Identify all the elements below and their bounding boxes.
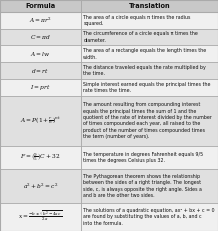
Bar: [81, 79, 218, 96]
Bar: [0, 96, 81, 146]
Bar: [0, 169, 81, 203]
Bar: [81, 62, 218, 79]
Text: $A = \pi r^2$: $A = \pi r^2$: [29, 16, 52, 25]
Bar: [81, 169, 218, 203]
Bar: [0, 0, 81, 12]
Text: The circumference of a circle equals π times the
diameter.: The circumference of a circle equals π t…: [83, 31, 198, 43]
Text: Translation: Translation: [129, 3, 170, 9]
Bar: [0, 12, 81, 29]
Bar: [81, 46, 218, 62]
Text: $d = rt$: $d = rt$: [31, 67, 49, 75]
Text: The temperature in degrees Fahrenheit equals 9/5
times the degrees Celsius plus : The temperature in degrees Fahrenheit eq…: [83, 152, 203, 163]
Text: $A = P\left(1+\frac{r}{n}\right)^{nt}$: $A = P\left(1+\frac{r}{n}\right)^{nt}$: [20, 116, 61, 126]
Text: $F = \left(\frac{9}{5}\right)C + 32$: $F = \left(\frac{9}{5}\right)C + 32$: [20, 152, 60, 163]
Bar: [0, 29, 81, 46]
Text: $I = prt$: $I = prt$: [30, 83, 51, 92]
Bar: [81, 29, 218, 46]
Text: $a^2 + b^2 = c^2$: $a^2 + b^2 = c^2$: [23, 181, 58, 191]
Text: Formula: Formula: [25, 3, 55, 9]
Bar: [0, 203, 81, 231]
Text: $A = lw$: $A = lw$: [30, 50, 51, 58]
Bar: [0, 46, 81, 62]
Text: Simple interest earned equals the principal times the
rate times the time.: Simple interest earned equals the princi…: [83, 82, 211, 93]
Bar: [81, 146, 218, 169]
Text: The amount resulting from compounding interest
equals the principal times the su: The amount resulting from compounding in…: [83, 102, 212, 139]
Bar: [0, 79, 81, 96]
Text: $C = \pi d$: $C = \pi d$: [30, 33, 51, 41]
Text: $x = \frac{-b \pm \sqrt{b^2 - 4ac}}{2a}$: $x = \frac{-b \pm \sqrt{b^2 - 4ac}}{2a}$: [18, 210, 62, 223]
Bar: [81, 203, 218, 231]
Text: The Pythagorean theorem shows the relationship
between the sides of a right tria: The Pythagorean theorem shows the relati…: [83, 174, 202, 198]
Text: The solutions of a quadratic equation, ax² + bx + c = 0
are found by substitutin: The solutions of a quadratic equation, a…: [83, 208, 215, 226]
Bar: [81, 12, 218, 29]
Bar: [81, 96, 218, 146]
Bar: [0, 62, 81, 79]
Bar: [81, 0, 218, 12]
Text: The area of a rectangle equals the length times the
width.: The area of a rectangle equals the lengt…: [83, 48, 206, 60]
Text: The distance traveled equals the rate multiplied by
the time.: The distance traveled equals the rate mu…: [83, 65, 206, 76]
Text: The area of a circle equals π times the radius
squared.: The area of a circle equals π times the …: [83, 15, 191, 26]
Bar: [0, 146, 81, 169]
